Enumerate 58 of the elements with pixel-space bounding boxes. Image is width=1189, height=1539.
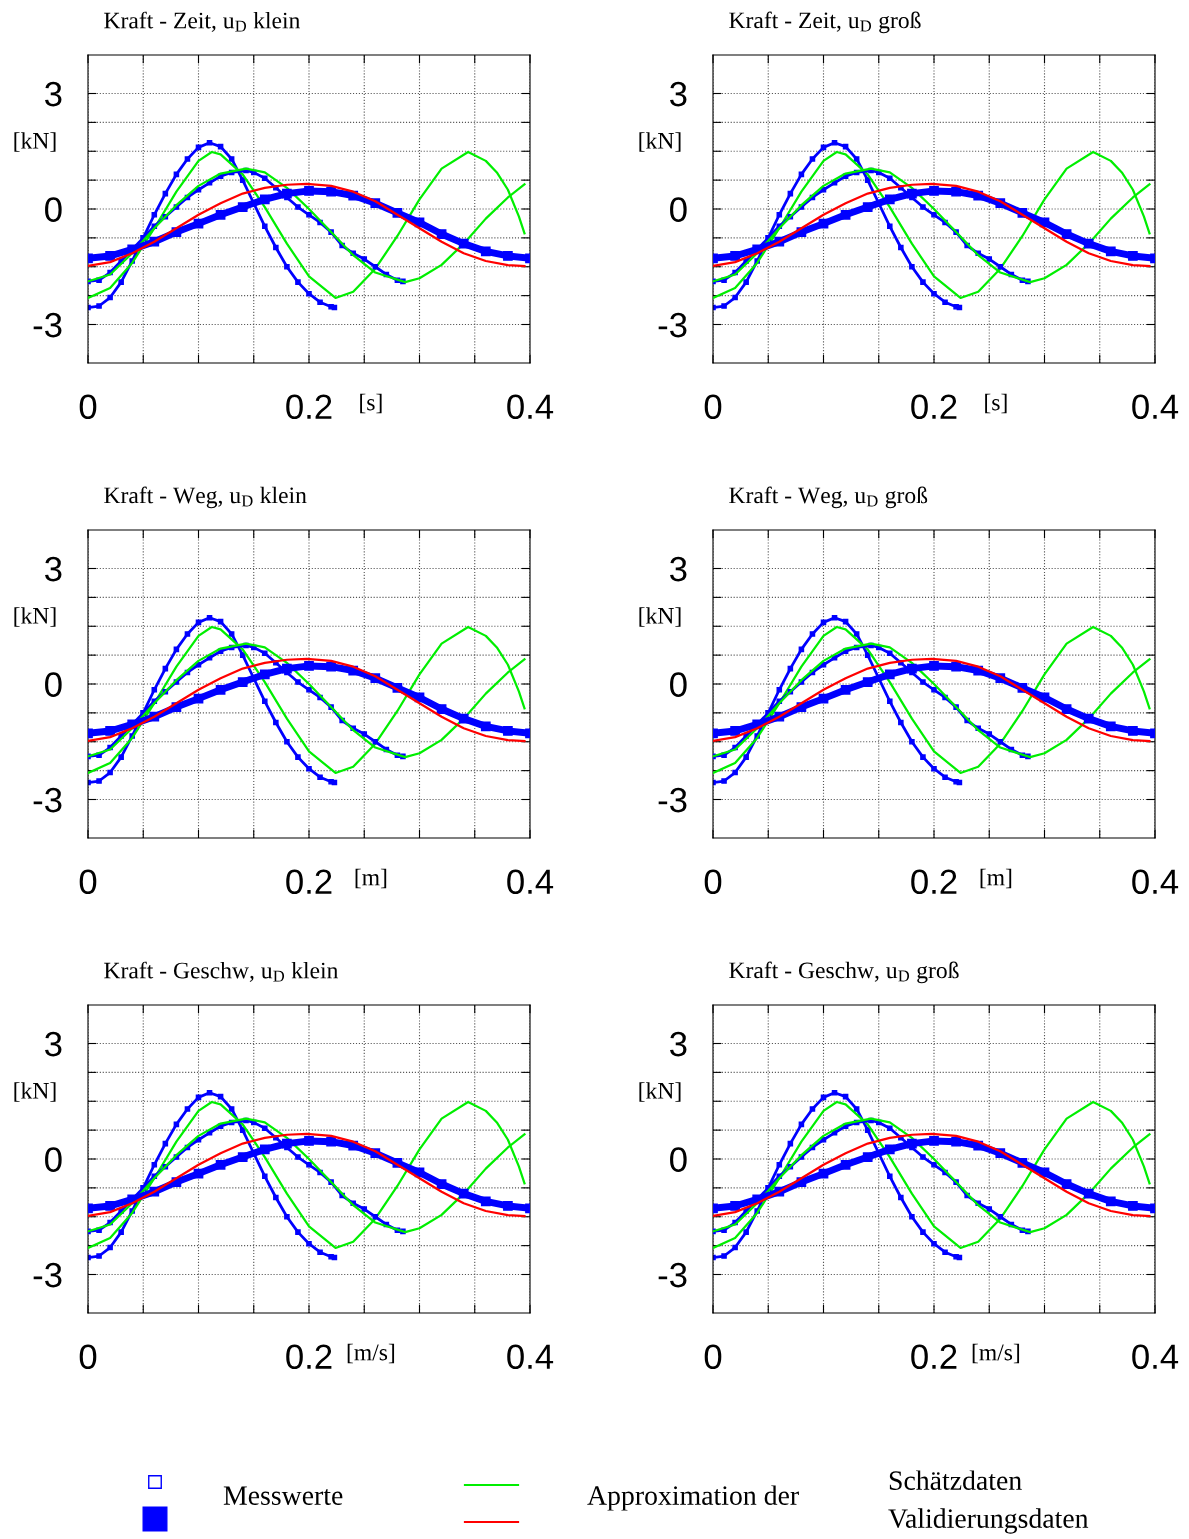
y-tick-label: 0 [45,672,62,697]
text: Validierungsdaten [888,1508,1089,1534]
x-axis-title: [m] [980,868,1012,889]
x-tick-label: 0.4 [1132,1344,1179,1370]
x-tick-label: 0.4 [507,869,554,895]
x-tick-label: 0 [704,869,722,895]
y-axis-title: [kN] [639,132,681,152]
y-tick-label: 0 [45,197,62,222]
y-tick-label: 3 [45,81,62,107]
y-tick-label: 0 [670,197,687,222]
y-tick-label: 0 [670,672,687,697]
x-axis-title: [s] [360,393,382,414]
x-tick-label: 0.2 [911,394,957,420]
text: Messwerte [223,1486,343,1505]
chart-title: Kraft - Weg, u$_{D}$ klein [104,486,307,509]
chart-title: Kraft - Weg, u$_{D}$ groß [729,486,928,509]
x-tick-label: 0.2 [286,394,332,420]
x-axis-title: [s] [985,393,1007,414]
y-tick-label: 3 [670,1031,687,1057]
x-tick-label: 0.4 [507,1344,554,1370]
x-tick-label: 0.4 [1132,394,1179,420]
text: Schätzdaten [889,1470,1022,1490]
x-tick-label: 0 [79,869,97,895]
x-axis-title: [m] [355,868,387,889]
y-tick-label: 3 [45,1031,62,1057]
chart-title: Kraft - Zeit, u$_{D}$ groß [729,11,921,34]
y-tick-label: 3 [670,556,687,582]
y-tick-label: -3 [658,787,687,813]
x-tick-label: 0 [79,1344,97,1370]
chart-title: Kraft - Geschw, u$_{D}$ klein [104,961,339,982]
y-tick-label: -3 [33,787,62,813]
y-tick-label: 0 [45,1147,62,1172]
chart-title: Kraft - Zeit, u$_{D}$ klein [104,11,301,32]
y-axis-title: [kN] [639,1082,681,1102]
x-tick-label: 0 [704,394,722,420]
y-tick-label: -3 [33,1262,62,1288]
x-tick-label: 0.2 [911,869,957,895]
y-tick-label: -3 [658,312,687,338]
chart-title: Kraft - Geschw, u$_{D}$ groß [729,961,959,984]
x-tick-label: 0.2 [286,869,332,895]
x-axis-title: [m/s] [972,1343,1020,1364]
x-tick-label: 0 [704,1344,722,1370]
y-tick-label: 0 [670,1147,687,1172]
y-axis-title: [kN] [14,607,56,627]
y-tick-label: -3 [33,312,62,338]
x-tick-label: 0 [79,394,97,420]
y-tick-label: 3 [45,556,62,582]
x-tick-label: 0.2 [286,1344,332,1370]
y-axis-title: [kN] [639,607,681,627]
y-tick-label: -3 [658,1262,687,1288]
x-tick-label: 0.4 [1132,869,1179,895]
y-axis-title: [kN] [14,1082,56,1102]
x-axis-title: [m/s] [347,1343,395,1364]
y-tick-label: 3 [670,81,687,107]
text: Approximation der [587,1485,799,1511]
x-tick-label: 0.4 [507,394,554,420]
y-axis-title: [kN] [14,132,56,152]
x-tick-label: 0.2 [911,1344,957,1370]
